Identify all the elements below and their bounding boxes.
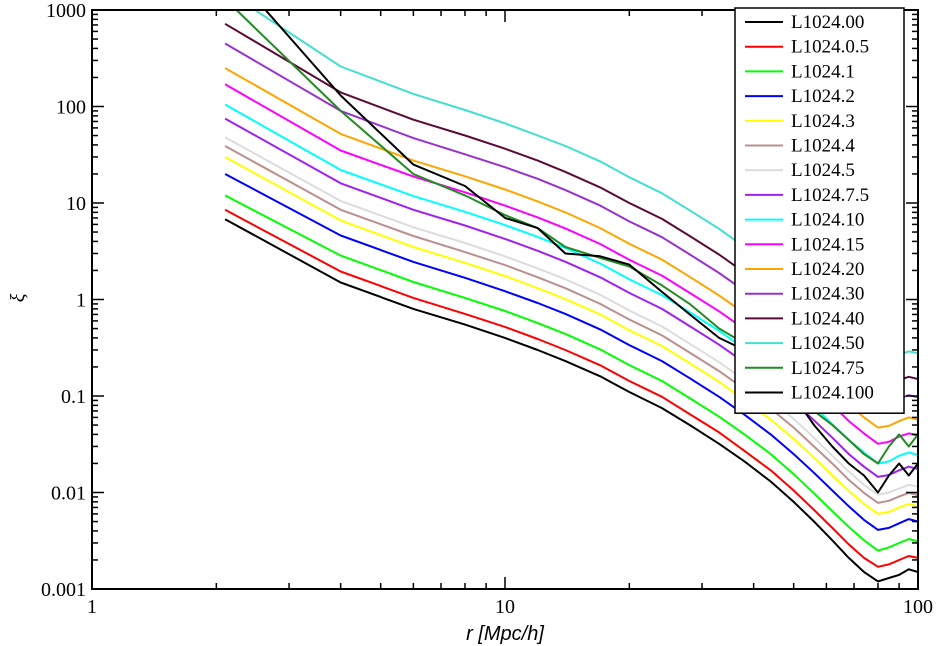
x-tick-label: 100 [903, 596, 933, 618]
series-line-l1024-4 [224, 145, 918, 504]
series-layer [224, 10, 918, 583]
series-line-l1024-20 [224, 67, 918, 429]
legend-label: L1024.4 [791, 136, 855, 157]
y-tick-label: 10 [66, 193, 86, 215]
legend-label: L1024.20 [791, 259, 864, 280]
legend-label: L1024.2 [791, 86, 855, 107]
y-tick-label: 0.1 [61, 386, 86, 408]
legend-label: L1024.5 [791, 160, 855, 181]
legend-label: L1024.30 [791, 284, 864, 305]
y-tick-label: 1000 [46, 0, 86, 22]
legend-label: L1024.15 [791, 234, 864, 255]
legend-box [734, 7, 905, 414]
y-tick-label: 1 [76, 290, 86, 312]
series-line-l1024-2 [224, 173, 918, 531]
series-line-l1024-100 [264, 10, 918, 494]
legend-label: L1024.40 [791, 308, 864, 329]
legend: L1024.00 L1024.0.5 L1024.1 L1024.2 L1024.3 L1… [734, 7, 905, 414]
legend-label: L1024.75 [791, 358, 864, 379]
legend-label: L1024.50 [791, 333, 864, 354]
x-tick-label: 1 [87, 596, 97, 618]
y-tick-label: 100 [56, 97, 86, 119]
series-line-l1024-00 [224, 218, 918, 583]
series-line-l1024-0-5 [224, 208, 918, 568]
x-tick-label: 10 [495, 596, 515, 618]
x-axis-label: r [Mpc/h] [466, 623, 544, 645]
legend-label: L1024.00 [791, 12, 864, 33]
y-tick-label: 0.001 [41, 579, 86, 601]
legend-label: L1024.1 [791, 61, 855, 82]
series-line-l1024-5 [224, 136, 918, 496]
series-line-l1024-3 [224, 156, 918, 515]
legend-label: L1024.100 [791, 383, 874, 404]
legend-label: L1024.0.5 [791, 37, 869, 58]
legend-label: L1024.7.5 [791, 185, 869, 206]
ticks-layer: 1 10 100 0.001 0.01 0.1 1 10 100 1000 [41, 0, 933, 618]
y-axis-label: ξ [7, 293, 29, 302]
legend-label: L1024.10 [791, 210, 864, 231]
legend-label: L1024.3 [791, 111, 855, 132]
y-tick-label: 0.01 [51, 483, 86, 505]
series-line-l1024-10 [224, 103, 918, 465]
series-line-l1024-1 [224, 194, 918, 552]
series-line-l1024-7-5 [224, 117, 918, 478]
series-lines [224, 10, 918, 583]
series-line-l1024-15 [224, 83, 918, 445]
